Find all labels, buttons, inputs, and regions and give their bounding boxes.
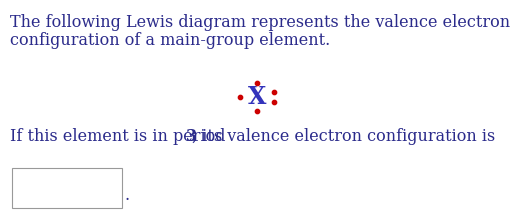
Text: .: . [125, 187, 130, 204]
Text: 3: 3 [186, 128, 196, 145]
Text: X: X [248, 85, 266, 109]
Text: The following Lewis diagram represents the valence electron: The following Lewis diagram represents t… [10, 14, 510, 31]
Bar [12, 168, 122, 208]
Text: If this element is in period: If this element is in period [10, 128, 231, 145]
Text: , its valence electron configuration is: , its valence electron configuration is [192, 128, 495, 145]
Text: configuration of a main-group element.: configuration of a main-group element. [10, 32, 331, 49]
